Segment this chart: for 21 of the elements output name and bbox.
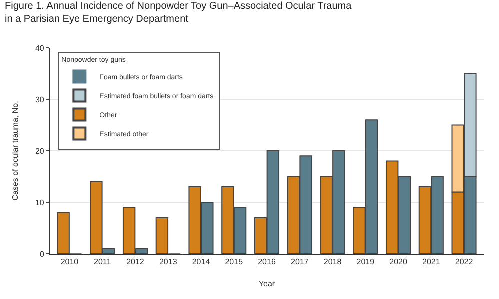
y-tick-label: 0 — [40, 250, 45, 259]
x-tick-label: 2012 — [126, 258, 145, 267]
x-axis-title: Year — [258, 280, 276, 289]
x-tick-label: 2022 — [455, 258, 474, 267]
y-tick-label: 20 — [35, 146, 45, 156]
x-tick-label: 2019 — [356, 258, 376, 267]
chart-title: Figure 1. Annual Incidence of Nonpowder Toy Gun–Associated Ocular Trauma in a Parisian Eye Emergency Department — [4, 0, 352, 25]
x-tick-label: 2016 — [258, 258, 276, 267]
x-tick-label: 2017 — [290, 258, 310, 267]
y-axis-title: Cases of ocular trauma, No. — [11, 101, 20, 201]
x-tick-label: 2018 — [324, 258, 342, 267]
x-tick-label: 2013 — [159, 258, 178, 267]
x-tick-label: 2021 — [422, 258, 441, 267]
y-tick-label: 10 — [35, 198, 45, 208]
y-tick-label: 30 — [35, 95, 45, 104]
x-tick-label: 2014 — [192, 258, 211, 267]
y-tick-label: 40 — [35, 44, 45, 53]
x-tick-label: 2011 — [94, 258, 112, 267]
x-tick-label: 2020 — [390, 258, 408, 267]
x-tick-label: 2015 — [225, 258, 244, 267]
x-tick-label: 2010 — [60, 258, 80, 267]
